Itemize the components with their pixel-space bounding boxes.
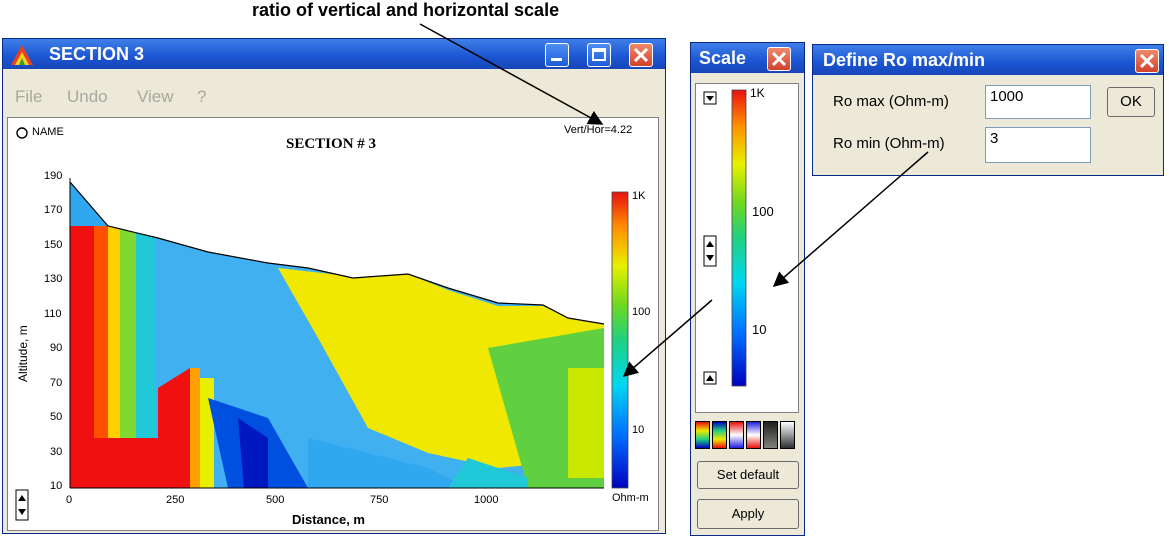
- arrow-ratio: [419, 23, 604, 125]
- name-toggle-icon[interactable]: [16, 127, 28, 139]
- x-tick: 500: [266, 494, 285, 506]
- close-button[interactable]: [629, 43, 653, 67]
- arrow-colorbar: [622, 299, 713, 377]
- section-titlebar[interactable]: SECTION 3: [3, 39, 665, 69]
- set-default-button[interactable]: Set default: [697, 461, 799, 489]
- colorbar-label: 100: [632, 306, 651, 318]
- ro-min-label: Ro min (Ohm-m): [833, 135, 945, 152]
- close-icon: [1139, 53, 1155, 69]
- section-colorbar: [611, 191, 629, 489]
- ratio-label: Vert/Hor=4.22: [564, 124, 633, 136]
- palette-gray-inverse[interactable]: [780, 421, 795, 449]
- ok-button[interactable]: OK: [1107, 87, 1155, 117]
- x-tick: 750: [370, 494, 389, 506]
- close-icon: [771, 51, 787, 67]
- plot-title: SECTION # 3: [286, 136, 377, 152]
- ro-max-label: Ro max (Ohm-m): [833, 93, 949, 110]
- palette-selector: [695, 421, 801, 451]
- apply-button[interactable]: Apply: [697, 499, 799, 529]
- chevron-down-icon: [706, 96, 714, 101]
- y-tick: 150: [44, 239, 63, 251]
- define-ro-close-button[interactable]: [1135, 49, 1159, 73]
- section-plot-svg: [15, 127, 629, 521]
- x-axis-label: Distance, m: [292, 512, 365, 527]
- x-tick: 1000: [474, 494, 499, 506]
- x-tick: 250: [166, 494, 185, 506]
- palette-rainbow-alt[interactable]: [712, 421, 727, 449]
- y-tick: 30: [50, 446, 63, 458]
- scale-label: 10: [752, 322, 767, 337]
- app-icon: [11, 44, 33, 65]
- chevron-up-icon: [706, 241, 714, 247]
- define-ro-titlebar[interactable]: Define Ro max/min: [813, 45, 1163, 75]
- palette-red-blue[interactable]: [729, 421, 744, 449]
- y-tick: 50: [50, 411, 63, 423]
- y-tick: 70: [50, 377, 63, 389]
- arrow-ro-min: [772, 151, 929, 287]
- name-label: NAME: [32, 126, 64, 138]
- scale-window-title: Scale: [699, 48, 747, 68]
- colorbar-label: 10: [632, 424, 645, 436]
- scale-label: 1K: [750, 86, 765, 100]
- define-ro-window: Define Ro max/min Ro max (Ohm-m) 1000 Ro…: [812, 44, 1164, 176]
- scale-svg: [703, 89, 747, 387]
- y-tick: 130: [44, 273, 63, 285]
- annotation-label: ratio of vertical and horizontal scale: [252, 0, 560, 20]
- scale-shift-control[interactable]: [703, 235, 717, 267]
- scale-titlebar[interactable]: Scale: [691, 43, 804, 73]
- ro-min-input[interactable]: 3: [985, 127, 1091, 163]
- maximize-icon: [592, 48, 606, 61]
- x-tick: 0: [66, 494, 73, 506]
- palette-gray[interactable]: [763, 421, 778, 449]
- scroll-up-icon: [18, 495, 26, 501]
- scale-window: Scale 1K 100 10 Set default Apply: [690, 42, 805, 536]
- section-plot-area: NAME Vert/Hor=4.22 SECTION # 3 Altitude,…: [7, 117, 659, 531]
- section-window: SECTION 3 File Undo View ?: [2, 38, 666, 534]
- close-icon: [633, 47, 649, 63]
- chevron-down-icon: [706, 255, 714, 261]
- colorbar-unit: Ohm-m: [612, 492, 649, 504]
- y-tick: 110: [44, 308, 62, 320]
- y-tick: 90: [50, 342, 63, 354]
- topography-line: [69, 181, 605, 325]
- menu-file[interactable]: File: [15, 87, 43, 106]
- menu-view[interactable]: View: [137, 87, 174, 106]
- define-ro-title: Define Ro max/min: [823, 50, 986, 70]
- minimize-icon: [551, 58, 562, 61]
- menu-help[interactable]: ?: [197, 87, 207, 106]
- palette-blue-red[interactable]: [746, 421, 761, 449]
- chevron-up-icon: [706, 375, 714, 381]
- scale-close-button[interactable]: [767, 47, 791, 71]
- palette-rainbow[interactable]: [695, 421, 710, 449]
- menu-undo[interactable]: Undo: [67, 87, 108, 106]
- y-tick: 170: [44, 204, 63, 216]
- maximize-button[interactable]: [587, 43, 611, 67]
- section-scroll-control[interactable]: [15, 489, 29, 521]
- minimize-button[interactable]: [545, 43, 569, 67]
- scroll-down-icon: [18, 509, 26, 515]
- scale-panel: 1K 100 10: [695, 83, 799, 413]
- scale-label: 100: [752, 204, 774, 219]
- y-tick: 10: [50, 480, 63, 492]
- y-tick: 190: [44, 170, 63, 182]
- colorbar-label: 1K: [632, 190, 646, 202]
- scale-colorbar: [731, 89, 747, 387]
- ro-max-input[interactable]: 1000: [985, 85, 1091, 119]
- section-window-title: SECTION 3: [49, 44, 145, 64]
